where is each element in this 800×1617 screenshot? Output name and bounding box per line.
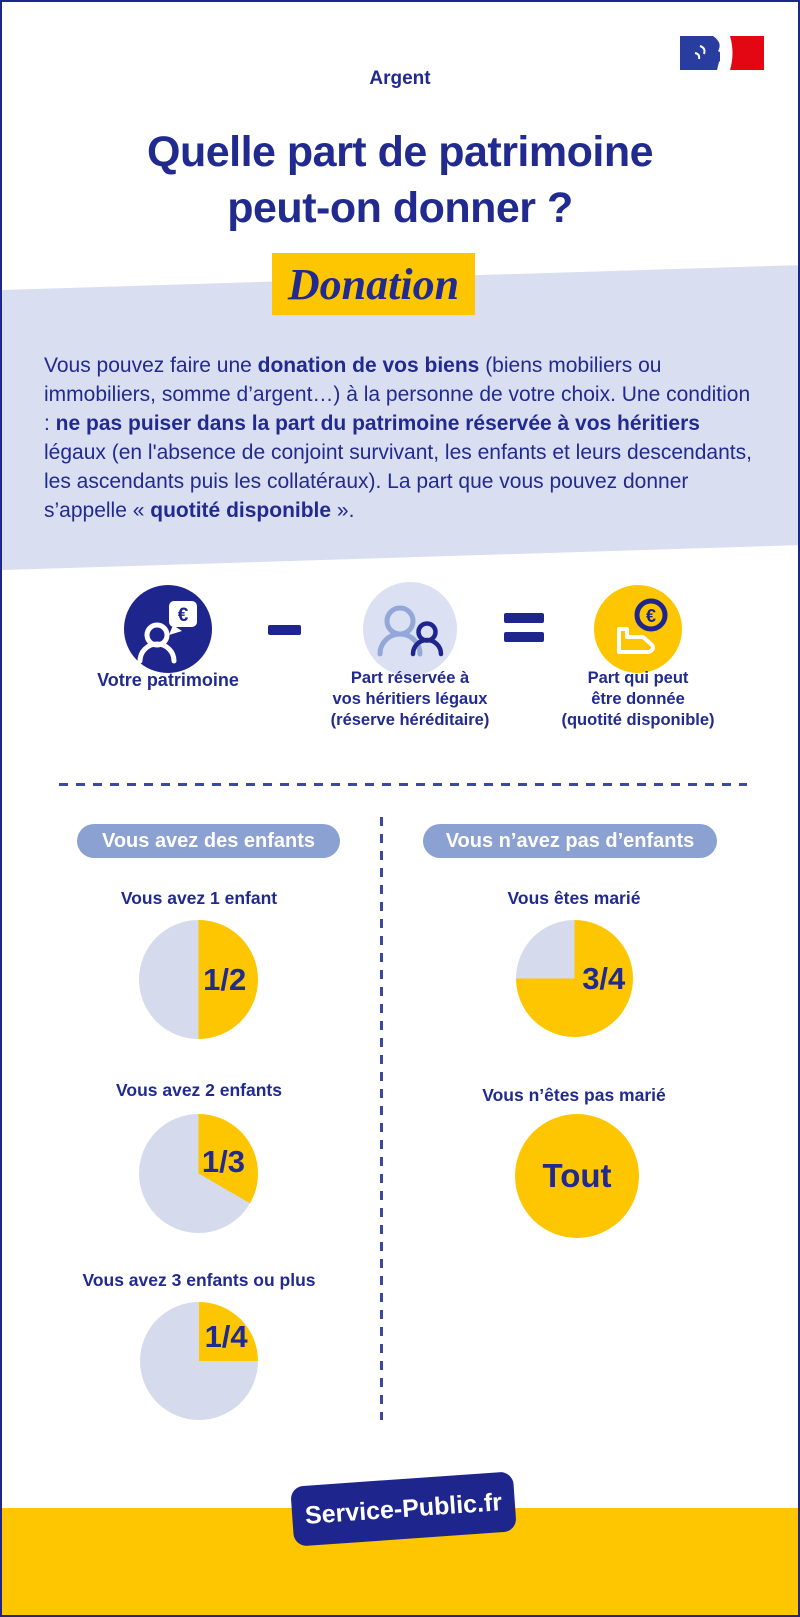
- pie-chart-married: 3/4: [516, 920, 633, 1037]
- euro-coin-hand-icon: €: [594, 585, 682, 673]
- pie-chart-not-married: Tout: [515, 1114, 639, 1238]
- marianne-logo-icon: [680, 36, 764, 70]
- pie-fraction-label: 1/4: [204, 1319, 248, 1355]
- topic-badge: Donation: [272, 253, 475, 315]
- page-title-line-1: Quelle part de patrimoine: [147, 128, 654, 176]
- minus-icon: [268, 625, 301, 635]
- pie-chart-three-children: 1/4: [140, 1302, 258, 1420]
- case-label-1-child: Vous avez 1 enfant: [120, 888, 278, 908]
- pie-fraction-label: 1/2: [203, 961, 247, 997]
- vertical-dashed-divider: [380, 817, 383, 1420]
- pie-fraction-label: 3/4: [582, 960, 626, 996]
- euro-symbol: €: [646, 606, 656, 626]
- euro-symbol: €: [178, 605, 189, 626]
- case-label-2-children: Vous avez 2 enfants: [116, 1080, 282, 1100]
- case-label-3-children: Vous avez 3 enfants ou plus: [82, 1270, 316, 1290]
- category-label: Argent: [369, 68, 431, 89]
- page-title-line-2: peut-on donner ?: [227, 184, 573, 232]
- intro-paragraph: Vous pouvez faire une donation de vos bi…: [44, 354, 752, 522]
- patrimoine-label: Votre patrimoine: [97, 670, 239, 690]
- two-people-icon: [363, 582, 457, 676]
- column-header-with-children: Vous avez des enfants: [77, 824, 340, 858]
- pie-chart-one-child: 1/2: [139, 920, 258, 1039]
- case-label-not-married: Vous n’êtes pas marié: [482, 1085, 666, 1105]
- quotite-label: Part qui peut être donnée (quotité dispo…: [561, 669, 715, 729]
- pie-fraction-label: Tout: [542, 1157, 612, 1194]
- horizontal-dashed-divider: [59, 783, 747, 786]
- reserve-label: Part réservée à vos héritiers légaux (ré…: [330, 669, 490, 729]
- pie-fraction-label: 1/3: [201, 1143, 246, 1179]
- person-euro-bubble-icon: €: [124, 585, 212, 673]
- case-label-married: Vous êtes marié: [507, 888, 641, 908]
- column-header-without-children: Vous n’avez pas d’enfants: [423, 824, 717, 858]
- pie-chart-two-children: 1/3: [139, 1114, 258, 1233]
- equals-icon: [504, 613, 544, 642]
- page-title: Quelle part de patrimoine peut-on donner…: [2, 124, 798, 236]
